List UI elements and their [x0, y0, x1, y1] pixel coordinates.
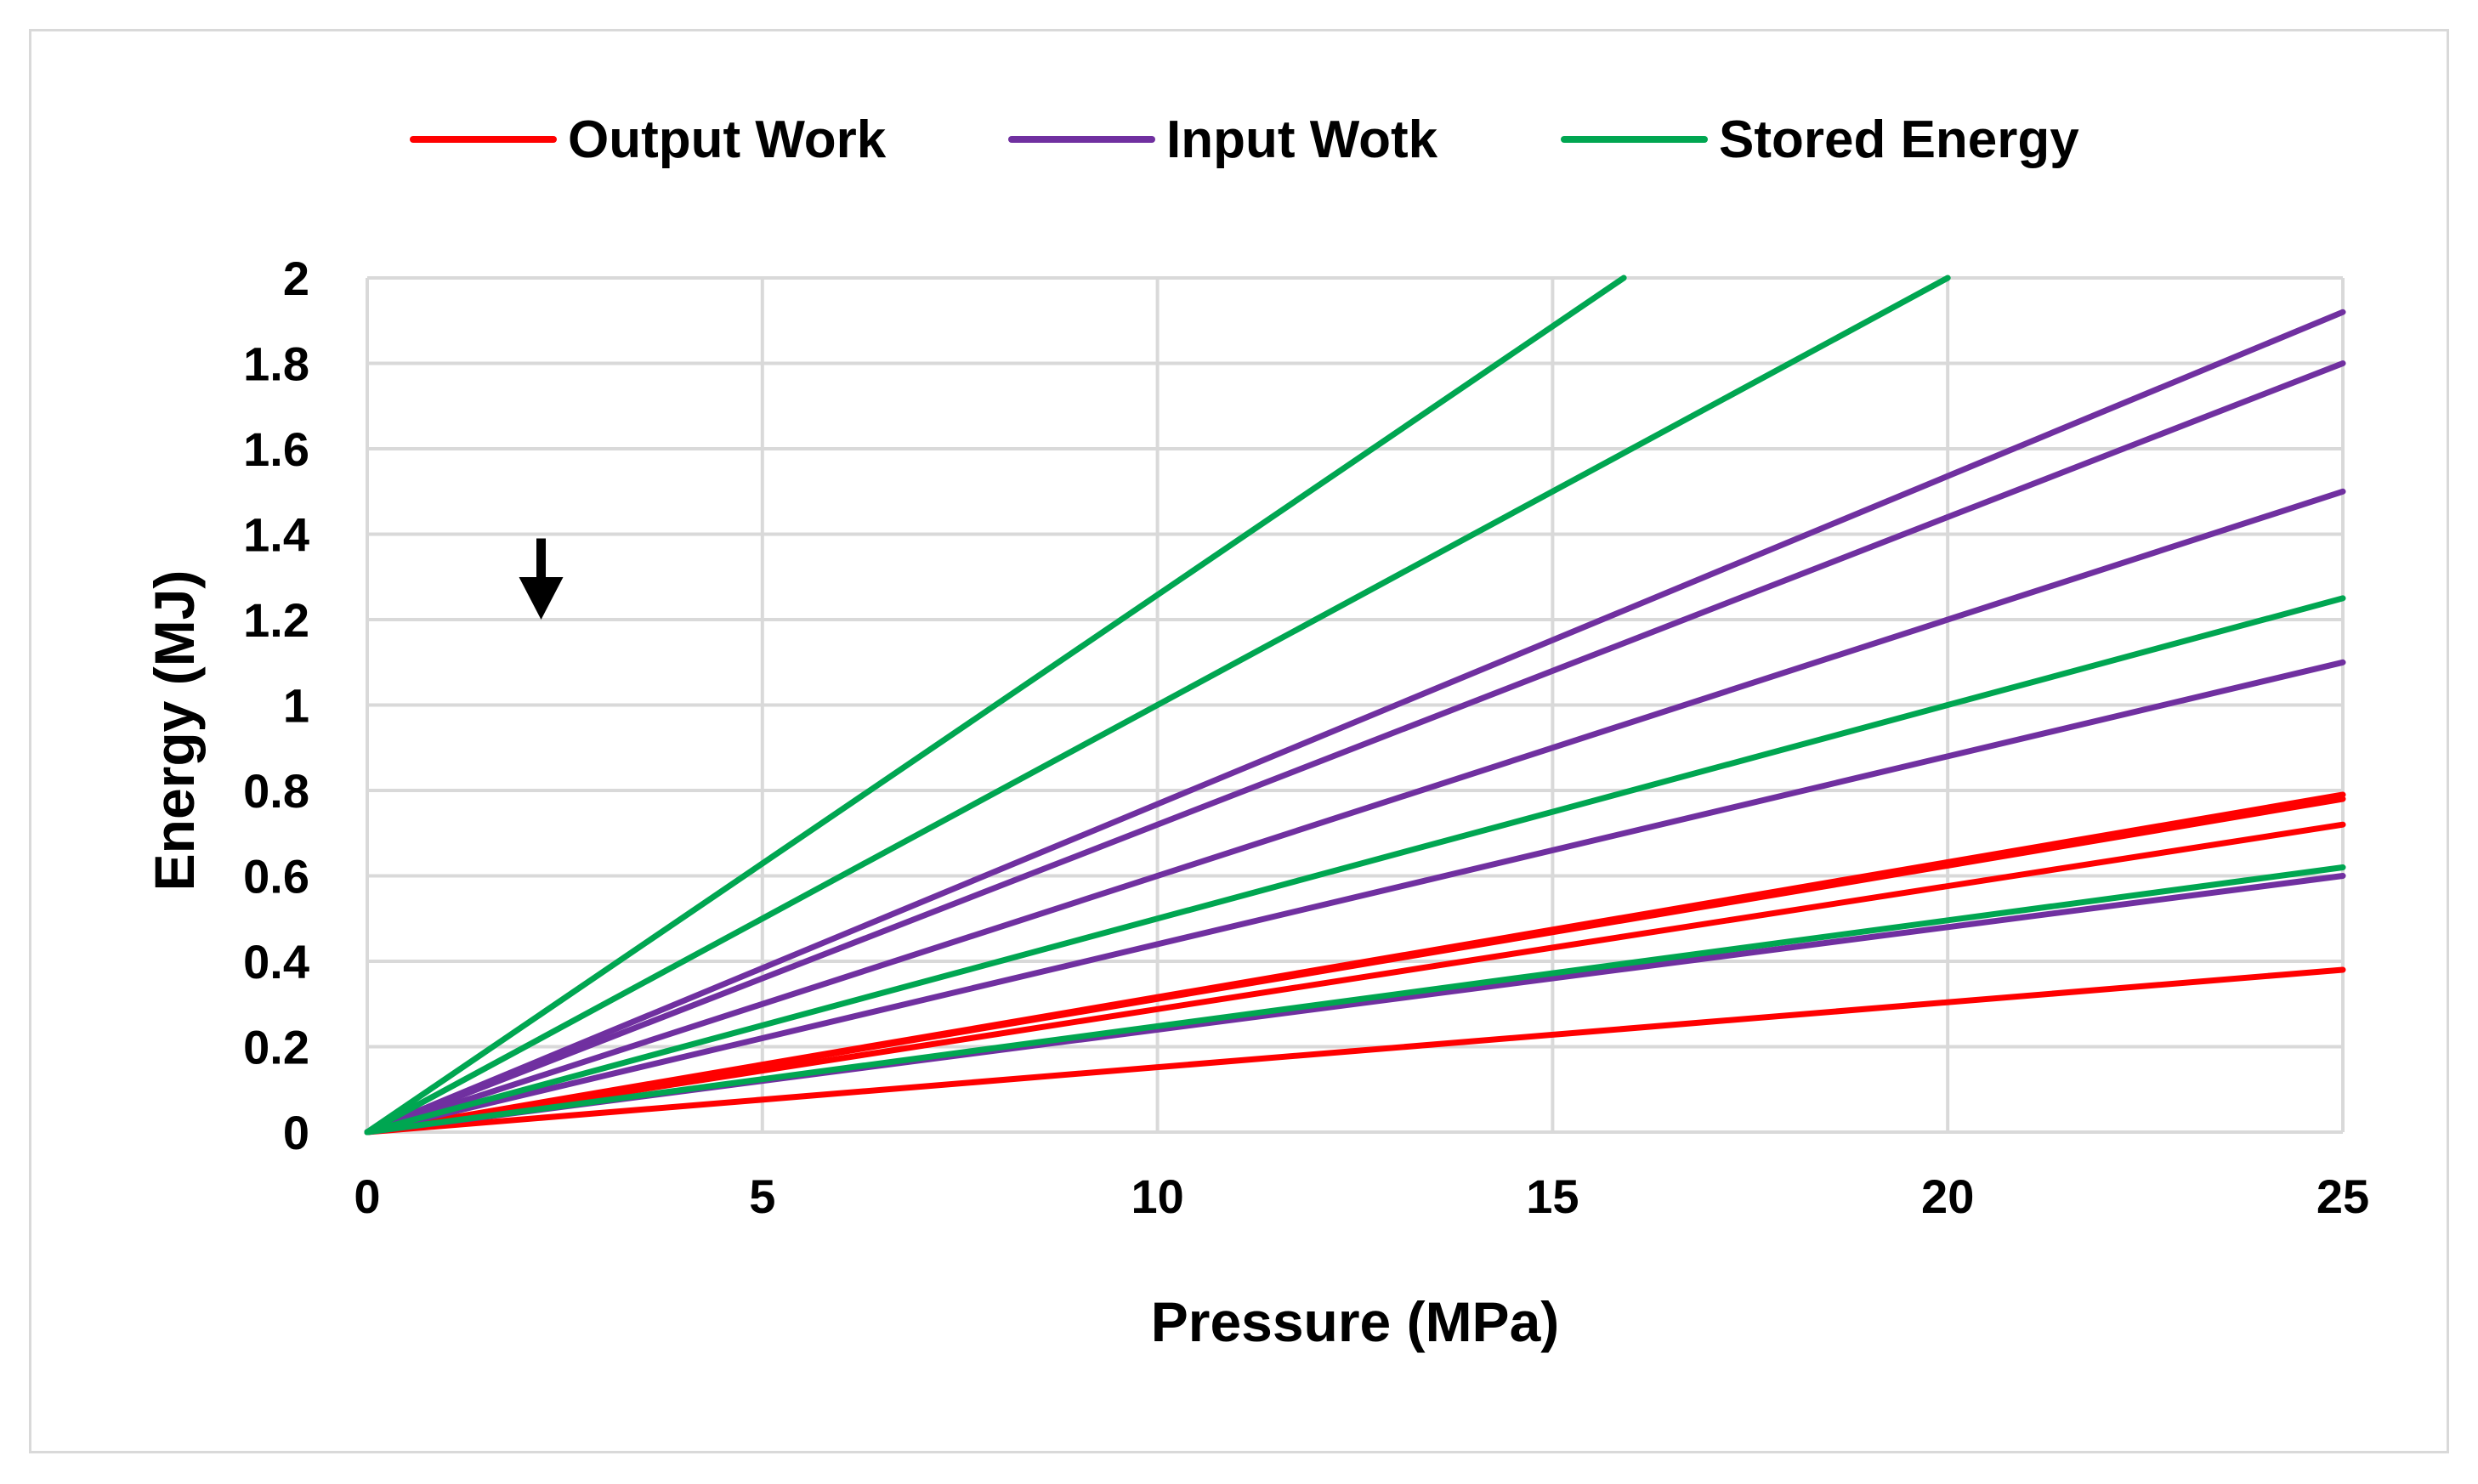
series-line-stored-energy-9	[364, 864, 2346, 1136]
x-axis-title: Pressure (MPa)	[1151, 1290, 1560, 1353]
legend-label-stored-energy: Stored Energy	[1719, 110, 2079, 169]
y-tick-label: 0.4	[243, 935, 309, 988]
down-arrow-icon	[519, 577, 564, 620]
legend: Output Work Input Wotk Stored Energy	[410, 110, 2079, 169]
series-line-stored-energy-10	[364, 595, 2346, 1136]
series-line-stored-energy-11	[364, 275, 1951, 1136]
series-line-input-wotk-7	[364, 360, 2346, 1136]
series-layer	[364, 275, 2346, 1136]
x-axis-ticks: 0 5 10 15 20 25	[354, 1170, 2369, 1223]
x-tick-label: 10	[1131, 1170, 1183, 1223]
x-tick-label: 5	[749, 1170, 775, 1223]
y-tick-label: 1.6	[243, 422, 309, 476]
series-line-input-wotk-5	[364, 659, 2346, 1136]
y-tick-label: 0	[283, 1106, 309, 1159]
x-tick-label: 20	[1921, 1170, 1974, 1223]
series-line-input-wotk-8	[364, 309, 2346, 1136]
series-line-output-work-0	[364, 966, 2346, 1136]
legend-label-output-work: Output Work	[568, 110, 887, 169]
y-tick-label: 1.8	[243, 337, 309, 391]
y-tick-label: 0.6	[243, 850, 309, 903]
y-tick-label: 1	[283, 679, 309, 733]
series-line-stored-energy-12	[364, 275, 1627, 1136]
y-axis-title: Energy (MJ)	[143, 570, 206, 892]
series-line-input-wotk-6	[364, 488, 2346, 1136]
y-axis-ticks: 0 0.2 0.4 0.6 0.8 1 1.2 1.4 1.6 1.8 2	[243, 252, 309, 1159]
annotation-layer	[519, 538, 564, 620]
legend-label-input-wotk: Input Wotk	[1166, 110, 1438, 169]
x-tick-label: 0	[354, 1170, 380, 1223]
y-tick-label: 2	[283, 252, 309, 305]
x-tick-label: 25	[2316, 1170, 2369, 1223]
y-tick-label: 0.8	[243, 764, 309, 818]
series-line-output-work-3	[364, 791, 2346, 1136]
chart-frame	[29, 29, 2449, 1453]
series-line-output-work-1	[364, 821, 2346, 1136]
x-tick-label: 15	[1526, 1170, 1579, 1223]
y-tick-label: 1.4	[243, 508, 309, 562]
y-tick-label: 1.2	[243, 593, 309, 647]
y-tick-label: 0.2	[243, 1021, 309, 1074]
